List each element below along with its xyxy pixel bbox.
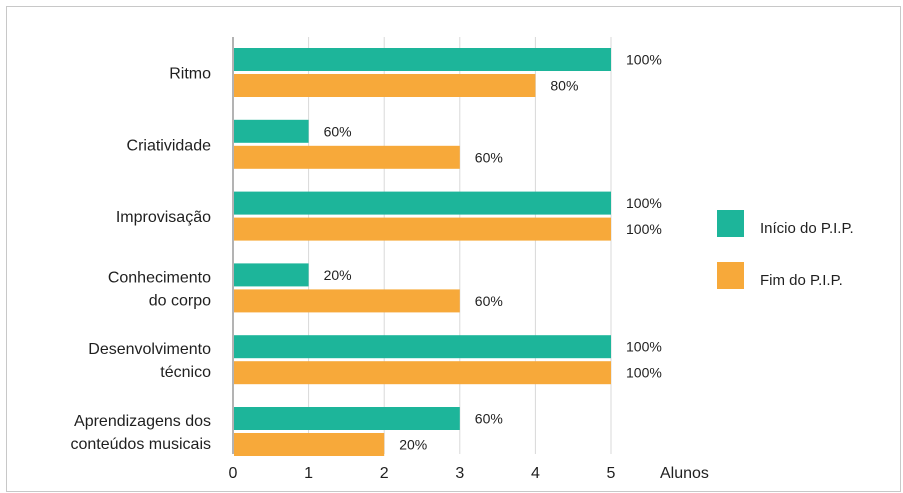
data-labels: 100% 80% 60% 60% 100% 100% 20% 60% 100% 100% 60% 20… (324, 52, 662, 453)
legend-label: Início do P.I.P. (760, 220, 854, 237)
legend-label: Fim do P.I.P. (760, 272, 843, 289)
category-label: Ritmo (169, 66, 211, 83)
category-label: Improvisação (116, 209, 211, 226)
category-labels: Ritmo Criatividade Improvisação Conheciment… (70, 66, 211, 454)
data-label: 60% (324, 123, 352, 139)
x-tick-labels: 0 1 2 3 4 5 (229, 465, 616, 482)
bar (234, 217, 611, 241)
x-tick-label: 5 (607, 465, 616, 482)
legend: Início do P.I.P. Fim do P.I.P. (717, 210, 854, 289)
bar (234, 119, 309, 143)
x-tick-label: 1 (304, 465, 313, 482)
bar (234, 191, 611, 215)
legend-swatch (717, 262, 744, 289)
x-tick-label: 0 (229, 465, 238, 482)
data-label: 20% (399, 437, 427, 453)
x-tick-label: 2 (380, 465, 389, 482)
bar (234, 74, 536, 97)
data-label: 20% (324, 267, 352, 283)
bar (234, 433, 385, 456)
category-label: Desenvolvimento técnico (88, 341, 211, 381)
bar (234, 361, 611, 385)
gridlines (308, 37, 612, 454)
bars (234, 48, 611, 456)
category-label: Criatividade (127, 137, 212, 154)
data-label: 100% (626, 221, 662, 237)
bar (234, 263, 309, 287)
x-axis-label: Alunos (660, 465, 709, 482)
data-label: 100% (626, 339, 662, 355)
bar (234, 48, 611, 71)
data-label: 100% (626, 365, 662, 381)
bar (234, 289, 460, 313)
bar (234, 407, 460, 430)
data-label: 100% (626, 52, 662, 68)
category-label: Aprendizagens dos conteúdos musicais (70, 413, 211, 453)
x-tick-label: 3 (455, 465, 464, 482)
data-label: 60% (475, 149, 503, 165)
bar (234, 145, 460, 169)
legend-swatch (717, 210, 744, 237)
x-tick-label: 4 (531, 465, 540, 482)
data-label: 60% (475, 411, 503, 427)
data-label: 60% (475, 293, 503, 309)
category-label: Conhecimento do corpo (108, 269, 211, 309)
chart-frame (6, 6, 901, 492)
data-label: 80% (550, 78, 578, 94)
data-label: 100% (626, 195, 662, 211)
bar (234, 335, 611, 359)
